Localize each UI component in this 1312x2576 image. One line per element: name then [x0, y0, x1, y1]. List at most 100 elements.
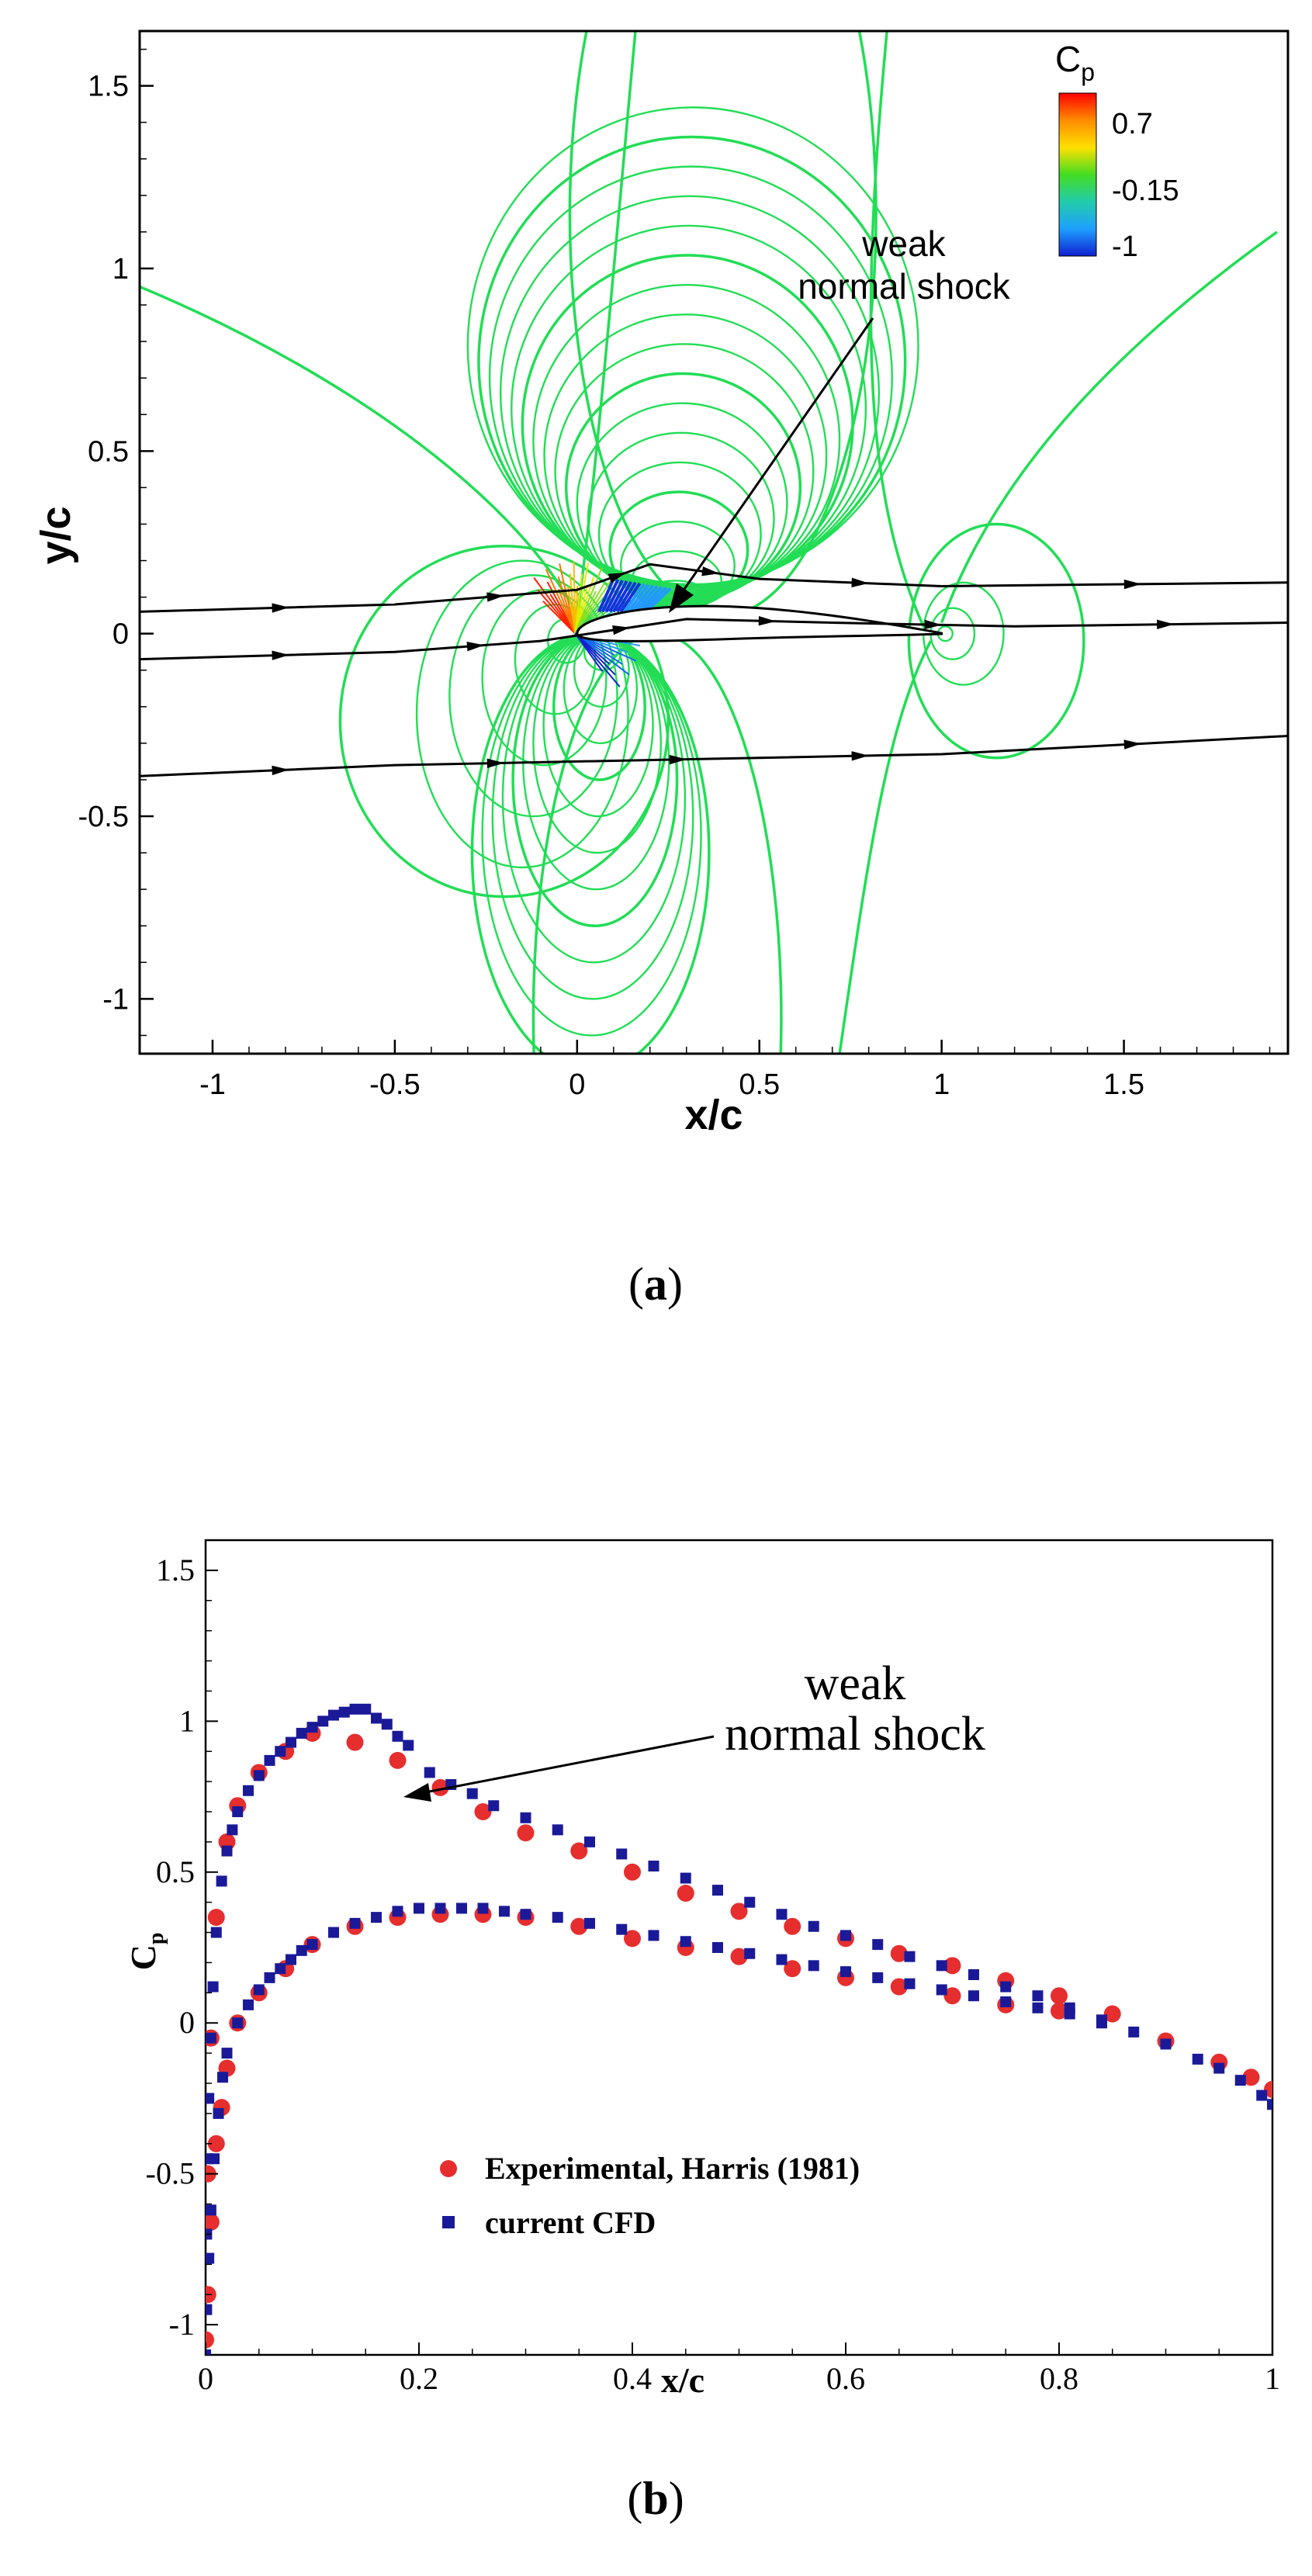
cfd-point — [286, 1736, 296, 1748]
panel-a-annotation-arrowhead — [669, 583, 694, 613]
contour-line — [574, 567, 603, 635]
cfd-point — [808, 1960, 819, 1972]
cfd-point — [1267, 2099, 1272, 2110]
contour-line — [576, 31, 637, 616]
cfd-point — [904, 1951, 916, 1962]
panel-b-y-tick-label: 0.5 — [156, 1854, 195, 1889]
panel-a-frame — [138, 29, 1289, 1055]
streamline-arrow — [669, 754, 687, 765]
colorbar-label-max: 0.7 — [1112, 108, 1153, 140]
cfd-point — [392, 1906, 403, 1917]
cfd-point — [206, 2204, 216, 2216]
cfd-point — [584, 1836, 595, 1847]
panel-b-x-tick-label: 0.4 — [613, 2361, 652, 2396]
contour-line — [533, 576, 576, 635]
panel-a-y-tick-label: -1 — [102, 983, 129, 1016]
experimental-point — [784, 1960, 801, 1978]
contour-line — [466, 106, 919, 586]
legend-cfd-marker — [442, 2216, 455, 2228]
experimental-point — [206, 2331, 214, 2349]
contour-line — [477, 135, 907, 588]
panel-b-y-label-sub: p — [144, 1933, 168, 1945]
experimental-point — [570, 1917, 588, 1935]
cfd-point — [232, 2017, 244, 2029]
streamline-arrow — [851, 577, 869, 588]
experimental-point — [431, 1778, 449, 1796]
cfd-point — [392, 1730, 403, 1742]
experimental-point — [624, 1863, 641, 1881]
cfd-point — [712, 1885, 723, 1896]
contour-line — [545, 569, 576, 635]
panel-b-data-points — [206, 1703, 1272, 2355]
contour-line — [940, 230, 1278, 624]
cfd-point — [403, 1740, 414, 1751]
cfd-point — [328, 1709, 339, 1721]
panel-a-x-tick-label: -1 — [199, 1068, 226, 1101]
contour-line — [574, 563, 590, 634]
cfd-point — [434, 1903, 446, 1914]
panel-a-streamlines — [140, 563, 1288, 777]
panel-b-frame — [204, 1539, 1274, 2356]
panel-a-x-tick-label: 0 — [569, 1068, 585, 1101]
cfd-point — [584, 1917, 595, 1929]
contour-line — [641, 586, 667, 613]
streamline-arrow — [612, 625, 631, 635]
cfd-point — [306, 1722, 318, 1733]
cfd-point — [552, 1912, 563, 1923]
cfd-point — [648, 1930, 659, 1941]
streamline — [140, 563, 1288, 613]
panel-a-y-label: y/c — [33, 506, 79, 564]
cfd-point — [744, 1896, 756, 1908]
cfd-point — [209, 2153, 220, 2165]
panel-b-annotation-arrowhead — [403, 1783, 431, 1802]
panel-b-x-tick-label: 0 — [198, 2361, 213, 2396]
cfd-point — [296, 1944, 307, 1956]
panel-b-caption: (b) — [627, 2473, 684, 2524]
cfd-point — [328, 1927, 339, 1938]
panel-a-y-tick-label: 1.5 — [88, 71, 129, 103]
contour-line — [140, 285, 579, 616]
streamline-arrow — [1157, 619, 1175, 629]
contour-line — [838, 640, 933, 1054]
cfd-point — [275, 1746, 286, 1757]
cfd-point — [936, 1984, 947, 1996]
cfd-point — [616, 1848, 628, 1860]
cfd-point — [206, 2304, 213, 2315]
cfd-point — [680, 1936, 691, 1948]
cfd-point — [552, 1824, 563, 1836]
panel-a-y-tick-label: 1 — [113, 253, 129, 286]
contour-line — [615, 581, 637, 613]
cfd-point — [904, 1978, 916, 1989]
panel-a-annotation: weak normal shock — [669, 223, 1011, 613]
contour-line — [608, 580, 628, 613]
cfd-point — [648, 1861, 659, 1871]
panel-b-y-tick-label: 1.5 — [156, 1553, 195, 1587]
experimental-point — [207, 1909, 225, 1927]
streamline-arrow — [466, 642, 485, 652]
panel-b-y-tick-label: -1 — [169, 2307, 195, 2342]
experimental-point — [1103, 2005, 1121, 2023]
cfd-point — [840, 1966, 851, 1978]
panel-b-y-tick-label: 1 — [179, 1703, 195, 1738]
panel-b-y-axis: -1 -0.5 0 0.5 1 1.5 — [146, 1553, 218, 2342]
cfd-point — [264, 1972, 275, 1983]
panel-b-legend: Experimental, Harris (1981) current CFD — [440, 2151, 860, 2240]
experimental-point — [943, 1957, 961, 1975]
experimental-point — [206, 2213, 220, 2231]
cfd-point — [206, 2252, 215, 2264]
cfd-point — [936, 1960, 947, 1972]
contour-line — [574, 633, 604, 672]
panel-b-annotation-line2: normal shock — [725, 1708, 985, 1761]
cfd-point — [216, 1875, 227, 1887]
experimental-point — [784, 1917, 801, 1935]
panel-b-y-label-main: C — [123, 1944, 163, 1970]
panel-b: 0 0.2 0.4 0.6 0.8 1 -1 -0.5 0 0.5 1 1.5 x/c Cp wea… — [123, 1539, 1280, 2524]
colorbar-label-min: -1 — [1112, 230, 1138, 263]
cfd-point — [499, 1906, 510, 1917]
experimental-point — [624, 1930, 641, 1948]
panel-a-caption: (a) — [628, 1259, 683, 1310]
colorbar-legend: Cp 0.7 -0.15 -1 — [1055, 39, 1179, 263]
cfd-point — [968, 1990, 979, 2002]
cfd-point — [1256, 2090, 1268, 2101]
panel-b-y-label: Cp — [123, 1933, 168, 1971]
